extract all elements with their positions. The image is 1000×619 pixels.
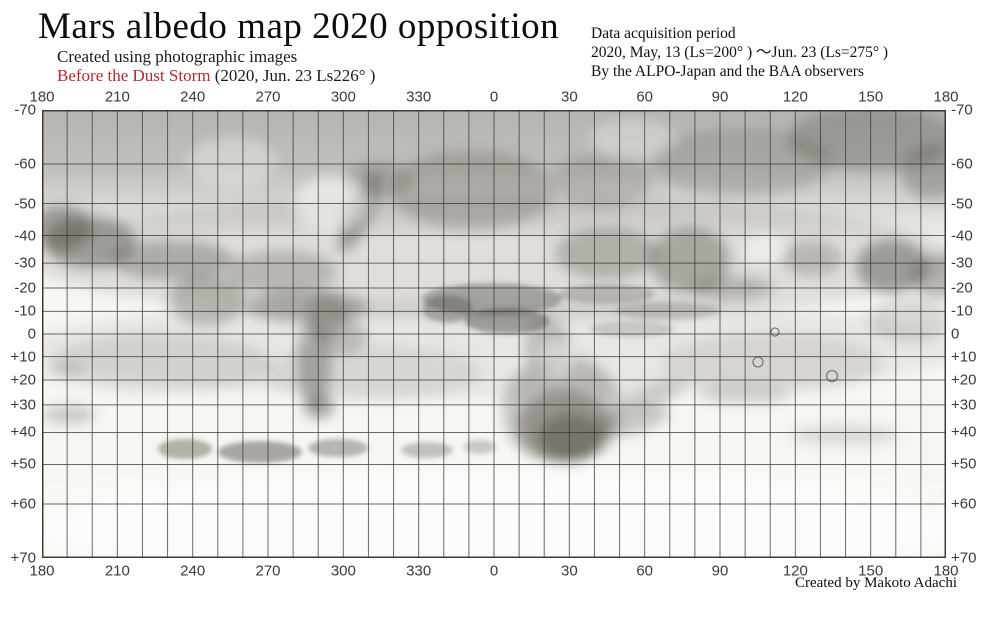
lon-label-top: 0 <box>489 88 499 106</box>
lat-label-right: +10 <box>951 348 977 366</box>
dust-storm-label: Before the Dust Storm <box>57 66 211 85</box>
lon-label-top: 240 <box>180 88 206 106</box>
lat-label-right: -20 <box>951 279 973 297</box>
lon-label-bottom: 330 <box>406 562 432 580</box>
lon-label-bottom: 300 <box>330 562 356 580</box>
lon-label-bottom: 210 <box>104 562 130 580</box>
page-title: Mars albedo map 2020 opposition <box>38 6 560 47</box>
lon-label-top: 300 <box>330 88 356 106</box>
lat-label-left: +10 <box>10 348 36 366</box>
lat-label-left: +40 <box>10 423 36 441</box>
lat-label-left: -10 <box>14 302 36 320</box>
lat-label-right: -60 <box>951 155 973 173</box>
lon-label-bottom: 60 <box>636 562 653 580</box>
lon-label-top: 150 <box>858 88 884 106</box>
lon-label-bottom: 120 <box>782 562 808 580</box>
lat-label-right: -70 <box>951 101 973 119</box>
info-line-dates: 2020, May, 13 (Ls=200° ) ～Jun. 23 (Ls=27… <box>591 44 889 61</box>
credit: Created by Makoto Adachi <box>794 575 957 591</box>
lon-label-bottom: 30 <box>560 562 578 580</box>
lat-label-right: -50 <box>951 195 973 213</box>
lat-label-right: +60 <box>951 495 977 513</box>
lat-label-left: +70 <box>10 549 36 567</box>
lon-label-bottom: 270 <box>255 562 281 580</box>
mars-map-canvas <box>42 110 946 558</box>
lon-label-top: 180 <box>933 88 959 106</box>
subtitle: Created using photographic images <box>57 47 298 66</box>
lon-label-bottom: 180 <box>29 562 55 580</box>
lon-label-bottom: 90 <box>711 562 729 580</box>
lon-label-top: 270 <box>255 88 281 106</box>
coordinate-grid <box>42 110 946 558</box>
lon-label-top: 330 <box>406 88 432 106</box>
lon-label-bottom: 150 <box>858 562 884 580</box>
dust-storm-detail: (2020, Jun. 23 Ls226° ) <box>210 66 376 85</box>
lat-label-left: +20 <box>10 371 36 389</box>
lat-label-left: +50 <box>10 455 36 473</box>
lat-label-right: +30 <box>951 396 977 414</box>
lon-label-top: 180 <box>29 88 55 106</box>
lat-label-right: +70 <box>951 549 977 567</box>
lat-label-left: -40 <box>14 227 36 245</box>
lon-label-top: 30 <box>560 88 578 106</box>
lat-label-left: +30 <box>10 396 36 414</box>
lon-label-top: 90 <box>711 88 729 106</box>
lat-label-right: +20 <box>951 371 977 389</box>
lon-label-top: 120 <box>782 88 808 106</box>
lat-label-left: -60 <box>14 155 36 173</box>
lon-label-bottom: 180 <box>933 562 959 580</box>
dust-storm-line: Before the Dust Storm (2020, Jun. 23 Ls2… <box>57 66 375 86</box>
info-line-acquisition-period: Data acquisition period <box>591 25 736 42</box>
lat-label-left: -70 <box>14 101 36 119</box>
lat-label-right: +50 <box>951 455 977 473</box>
lat-label-left: +60 <box>10 495 36 513</box>
lat-label-left: -20 <box>14 279 36 297</box>
lon-label-bottom: 240 <box>180 562 206 580</box>
data-acquisition-block: Data acquisition period 2020, May, 13 (L… <box>591 24 888 81</box>
lat-label-right: -10 <box>951 302 973 320</box>
lon-label-bottom: 0 <box>489 562 499 580</box>
lon-label-top: 60 <box>636 88 653 106</box>
lon-label-top: 210 <box>104 88 130 106</box>
lat-label-right: -30 <box>951 254 973 272</box>
lat-label-left: -30 <box>14 254 36 272</box>
info-line-observers: By the ALPO-Japan and the BAA observers <box>591 63 864 80</box>
lat-label-left: 0 <box>27 325 36 343</box>
lat-label-left: -50 <box>14 195 36 213</box>
lat-label-right: -40 <box>951 227 973 245</box>
lat-label-right: +40 <box>951 423 977 441</box>
lat-label-right: 0 <box>951 325 960 343</box>
